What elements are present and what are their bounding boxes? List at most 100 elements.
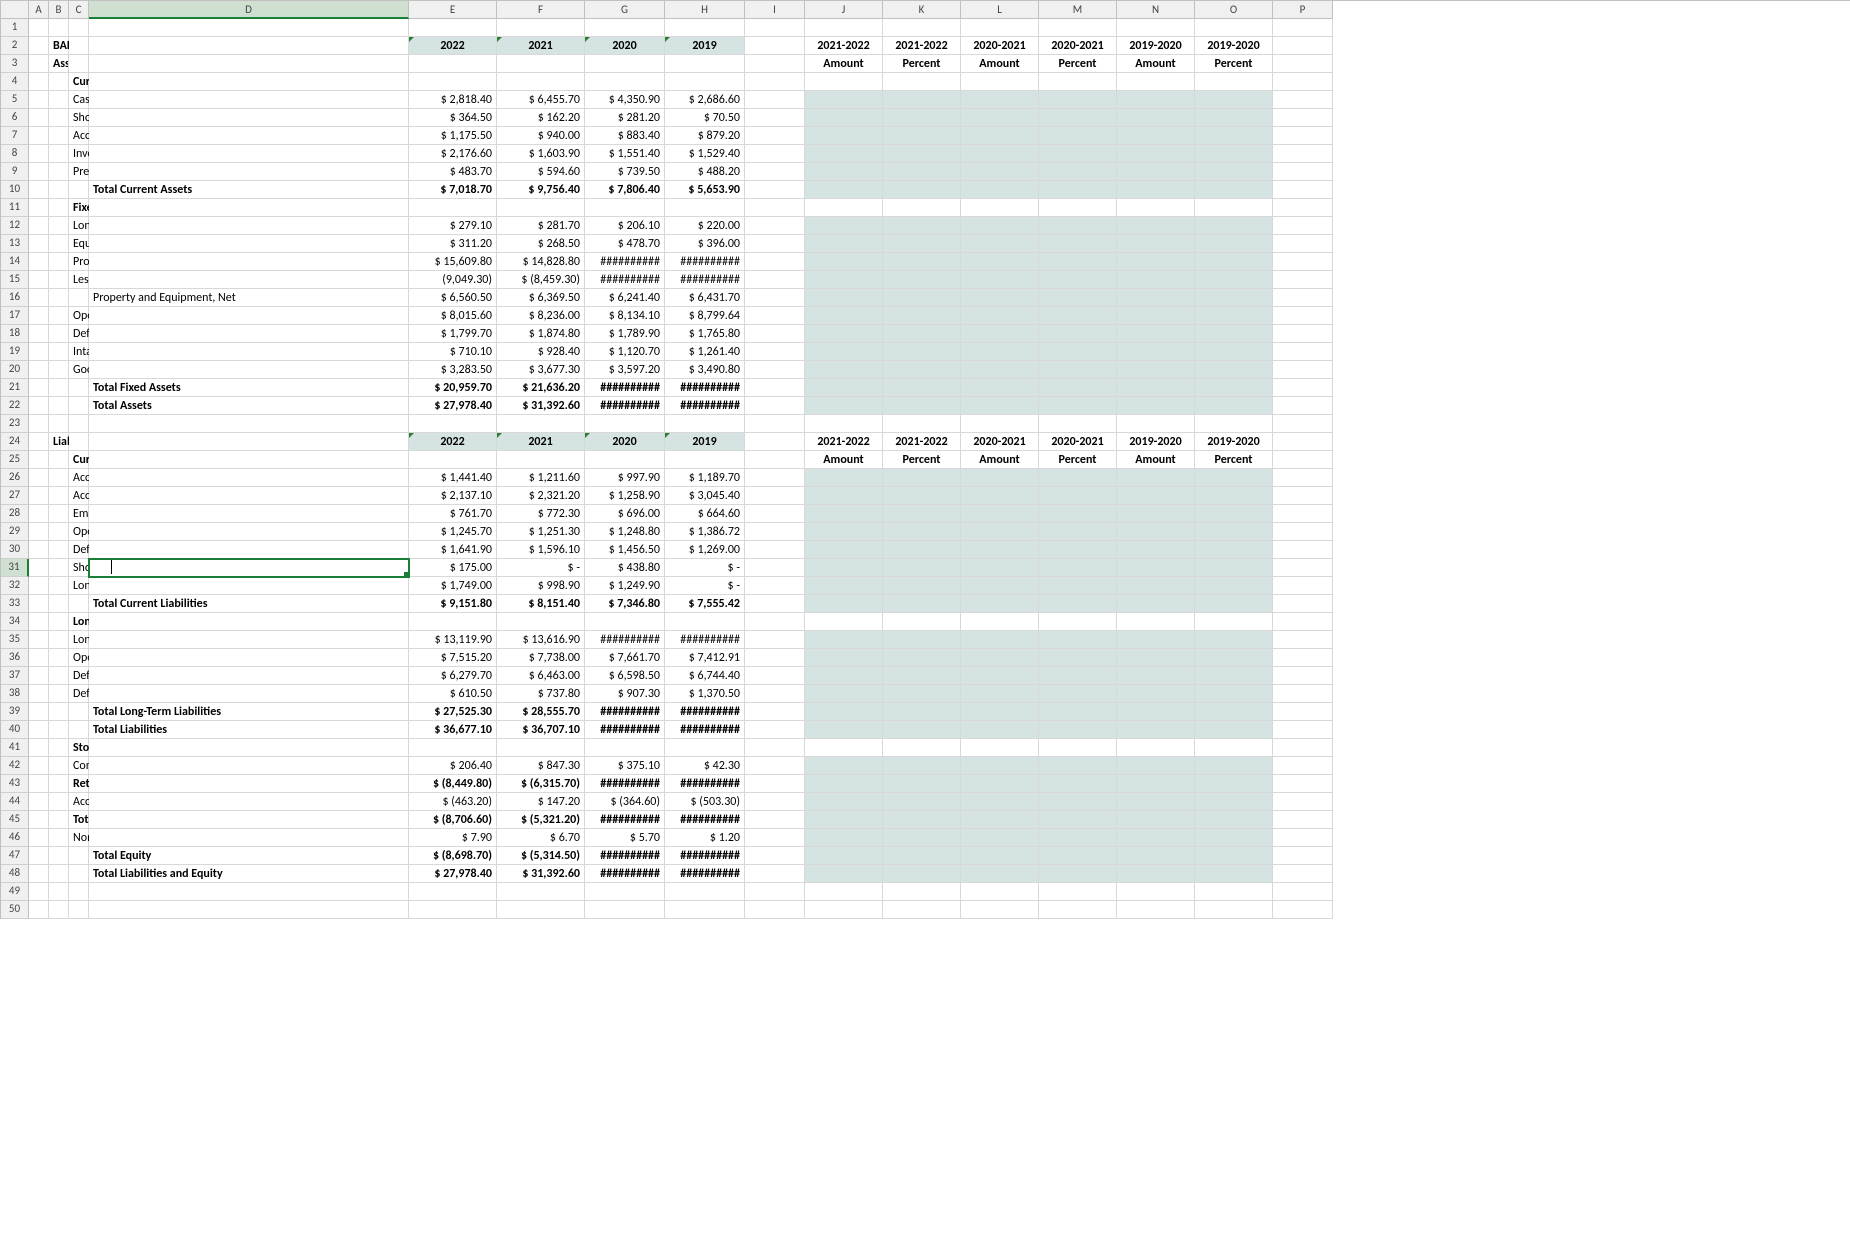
cell-L12[interactable] [961,217,1039,235]
cell-O36[interactable] [1195,649,1273,667]
cell-C24[interactable] [69,433,89,451]
cell-F1[interactable] [497,19,585,37]
cell-G14[interactable]: ########## [585,253,665,271]
cell-P20[interactable] [1273,361,1333,379]
cell-O39[interactable] [1195,703,1273,721]
cell-F45[interactable]: $ (5,321.20) [497,811,585,829]
cell-K11[interactable] [883,199,961,217]
cell-K8[interactable] [883,145,961,163]
cell-J32[interactable] [805,577,883,595]
cell-L4[interactable] [961,73,1039,91]
cell-H38[interactable]: $ 1,370.50 [665,685,745,703]
cell-E18[interactable]: $ 1,799.70 [409,325,497,343]
cell-P13[interactable] [1273,235,1333,253]
cell-G21[interactable]: ########## [585,379,665,397]
cell-B45[interactable] [49,811,69,829]
cell-F12[interactable]: $ 281.70 [497,217,585,235]
cell-B26[interactable] [49,469,69,487]
cell-C32[interactable]: Long-term Debt, Current Maturities [69,577,89,595]
row-header-6[interactable]: 6 [1,109,29,127]
row-header-36[interactable]: 36 [1,649,29,667]
cell-H29[interactable]: $ 1,386.72 [665,523,745,541]
cell-N2[interactable]: 2019-2020 [1117,37,1195,55]
cell-B49[interactable] [49,883,69,901]
cell-C6[interactable]: Short-term investments (Marketable Secur… [69,109,89,127]
cell-E11[interactable] [409,199,497,217]
cell-I27[interactable] [745,487,805,505]
cell-C14[interactable]: Property and equipment, Gross [69,253,89,271]
cell-B8[interactable] [49,145,69,163]
cell-K32[interactable] [883,577,961,595]
cell-A31[interactable] [29,559,49,577]
cell-M6[interactable] [1039,109,1117,127]
cell-A30[interactable] [29,541,49,559]
cell-B15[interactable] [49,271,69,289]
cell-A5[interactable] [29,91,49,109]
cell-K40[interactable] [883,721,961,739]
cell-F48[interactable]: $ 31,392.60 [497,865,585,883]
cell-F36[interactable]: $ 7,738.00 [497,649,585,667]
cell-A24[interactable] [29,433,49,451]
cell-O50[interactable] [1195,901,1273,919]
cell-J43[interactable] [805,775,883,793]
cell-A19[interactable] [29,343,49,361]
cell-G13[interactable]: $ 478.70 [585,235,665,253]
cell-A20[interactable] [29,361,49,379]
cell-K18[interactable] [883,325,961,343]
cell-E31[interactable]: $ 175.00 [409,559,497,577]
cell-C12[interactable]: Long-term investments [69,217,89,235]
cell-F27[interactable]: $ 2,321.20 [497,487,585,505]
cell-K41[interactable] [883,739,961,757]
cell-K25[interactable]: Percent [883,451,961,469]
cell-N25[interactable]: Amount [1117,451,1195,469]
cell-I3[interactable] [745,55,805,73]
cell-H14[interactable]: ########## [665,253,745,271]
cell-N42[interactable] [1117,757,1195,775]
cell-I41[interactable] [745,739,805,757]
cell-O23[interactable] [1195,415,1273,433]
cell-G34[interactable] [585,613,665,631]
cell-D11[interactable] [89,199,409,217]
cell-A1[interactable] [29,19,49,37]
cell-G48[interactable]: ########## [585,865,665,883]
cell-D3[interactable] [89,55,409,73]
row-header-25[interactable]: 25 [1,451,29,469]
cell-I42[interactable] [745,757,805,775]
cell-I4[interactable] [745,73,805,91]
cell-M15[interactable] [1039,271,1117,289]
cell-E22[interactable]: $ 27,978.40 [409,397,497,415]
cell-G38[interactable]: $ 907.30 [585,685,665,703]
cell-F35[interactable]: $ 13,616.90 [497,631,585,649]
cell-O38[interactable] [1195,685,1273,703]
cell-C20[interactable]: Goodwill [69,361,89,379]
row-header-16[interactable]: 16 [1,289,29,307]
cell-F5[interactable]: $ 6,455.70 [497,91,585,109]
cell-B31[interactable] [49,559,69,577]
cell-P1[interactable] [1273,19,1333,37]
cell-B33[interactable] [49,595,69,613]
cell-E46[interactable]: $ 7.90 [409,829,497,847]
cell-H33[interactable]: $ 7,555.42 [665,595,745,613]
cell-K15[interactable] [883,271,961,289]
cell-C28[interactable]: Employee-related Liabilities, Current [69,505,89,523]
cell-O48[interactable] [1195,865,1273,883]
cell-N22[interactable] [1117,397,1195,415]
cell-E37[interactable]: $ 6,279.70 [409,667,497,685]
cell-O32[interactable] [1195,577,1273,595]
cell-E6[interactable]: $ 364.50 [409,109,497,127]
cell-P25[interactable] [1273,451,1333,469]
cell-O6[interactable] [1195,109,1273,127]
cell-H44[interactable]: $ (503.30) [665,793,745,811]
cell-B21[interactable] [49,379,69,397]
cell-J50[interactable] [805,901,883,919]
cell-H23[interactable] [665,415,745,433]
cell-H50[interactable] [665,901,745,919]
cell-O16[interactable] [1195,289,1273,307]
cell-H47[interactable]: ########## [665,847,745,865]
cell-D32[interactable] [89,577,409,595]
cell-P35[interactable] [1273,631,1333,649]
cell-P4[interactable] [1273,73,1333,91]
cell-D30[interactable] [89,541,409,559]
cell-B10[interactable] [49,181,69,199]
cell-M14[interactable] [1039,253,1117,271]
